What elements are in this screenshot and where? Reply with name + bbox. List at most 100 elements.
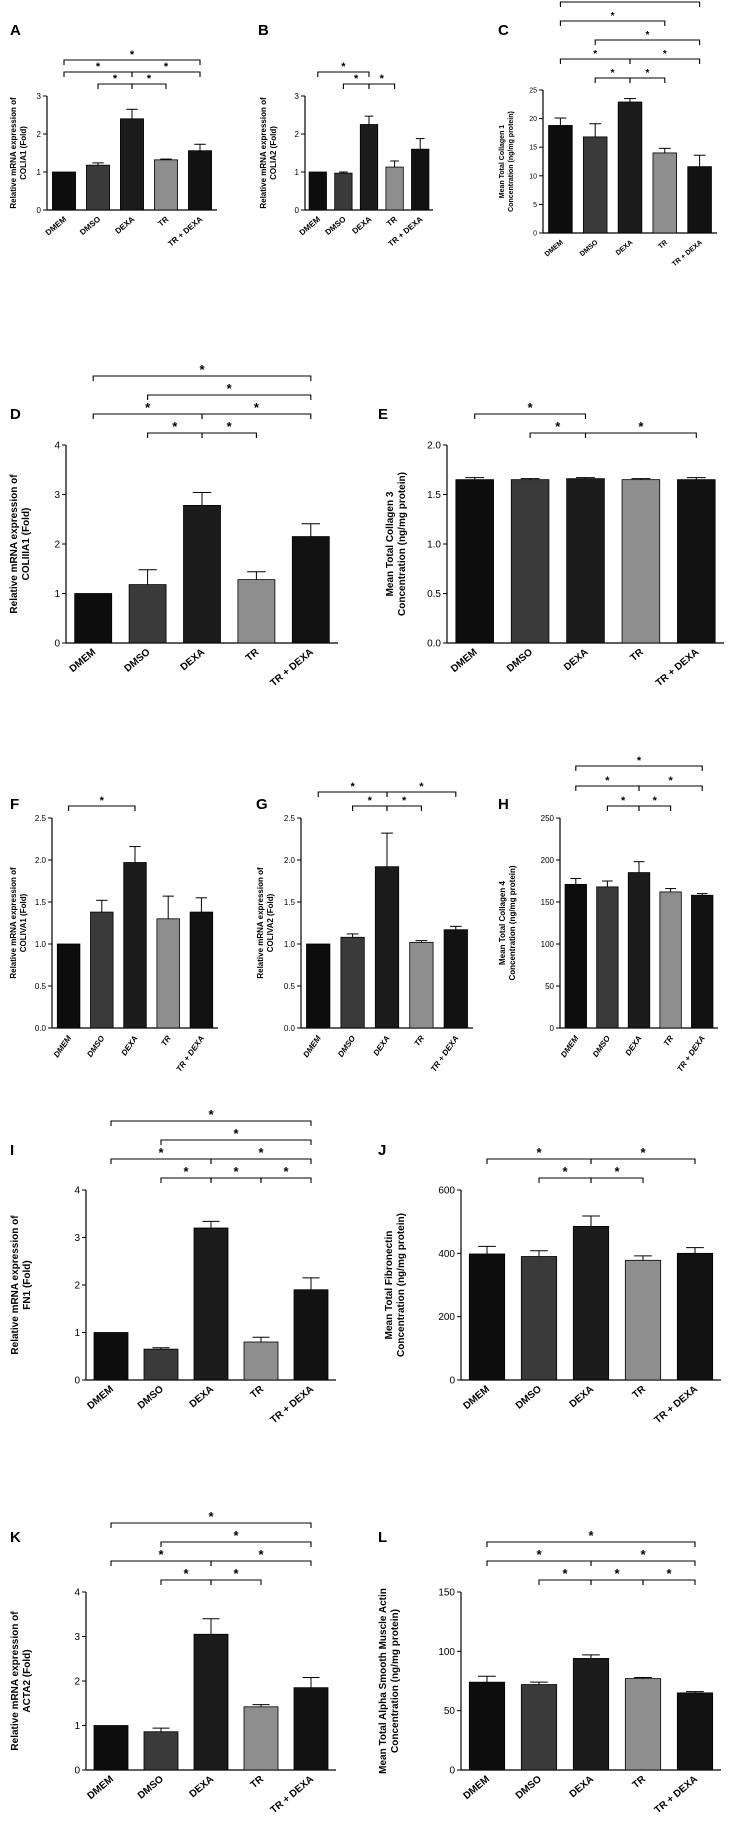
significance-star: * [645,30,649,41]
y-tick-label: 2 [74,1677,80,1688]
significance-bracket [147,394,312,400]
significance-star: * [183,1566,189,1581]
y-tick-label: 1.5 [284,898,296,907]
y-tick-label: 5 [533,202,537,209]
y-tick-label: 1 [295,168,300,177]
significance-star: * [611,68,615,79]
category-label: DMSO [136,1384,166,1412]
category-label: DMEM [461,1384,491,1412]
bar-dmem [468,1681,506,1771]
significance-bracket [201,432,257,438]
y-tick-label: 2 [74,1281,80,1292]
panel-l: L 0 50 100 150 Mean Total Alpha Smooth Muscle… [378,1528,721,1816]
y-tick-label: 2.0 [427,441,441,452]
category-label: TR [159,1034,173,1048]
category-label: DEXA [372,1034,392,1058]
panel-letter: L [378,1529,387,1546]
significance-star: * [283,1164,289,1179]
panel-g: G 0.0 0.5 1.0 1.5 2.0 2.5 Relative mRNA express… [256,781,473,1074]
significance-bracket [638,805,672,811]
y-tick-label: 4 [74,1186,80,1197]
category-label: DMSO [78,215,102,237]
bar-tr-dexa [676,1692,714,1771]
category-label: DMSO [591,1033,613,1058]
significance-star: * [555,419,561,434]
y-tick-label: 0 [550,1024,555,1033]
significance-star: * [653,795,658,807]
significance-bracket [131,83,167,89]
bar-dexa [120,118,144,211]
y-axis-label: Relative mRNA expression of COLIA1 (Fold) [9,97,28,209]
bar-dmso [143,1348,179,1381]
significance-bracket [590,1560,696,1566]
significance-star: * [588,1528,594,1543]
y-axis-label-line: COLIVA1 (Fold) [19,893,28,952]
category-label: TR [631,1383,649,1400]
significance-star: * [254,400,260,415]
significance-star: * [172,419,178,434]
category-label: DEXA [568,1774,596,1800]
significance-bracket [594,39,701,45]
y-tick-label: 1.5 [35,898,47,907]
significance-star: * [402,795,407,807]
category-label: TR + DEXA [653,1384,700,1426]
y-axis-label: Relative mRNA expression of FN1 (Fold) [10,1215,33,1355]
panel-j: J 0 200 400 600 Mean Total Fibronectin Concent… [378,1142,721,1426]
y-tick-label: 1 [54,589,60,600]
significance-star: * [562,1566,568,1581]
y-axis-label-line: COLIA2 (Fold) [269,126,278,180]
y-tick-label: 0.5 [427,589,441,600]
significance-star: * [258,1145,264,1160]
significance-bracket [638,785,703,791]
significance-bracket [486,1541,696,1547]
y-axis-label: Relative mRNA expression of COLIA2 (Fold) [259,97,278,209]
category-label: DMSO [324,215,348,237]
bar-tr-dexa [687,166,712,234]
category-label: DMEM [68,647,98,675]
significance-star: * [130,49,135,61]
bar-tr-dexa [189,911,214,1029]
y-axis-label-line: FN1 (Fold) [22,1260,33,1309]
y-tick-label: 50 [545,982,554,991]
bar-tr [659,891,682,1029]
significance-star: * [227,419,233,434]
bar-dexa [572,1658,610,1771]
significance-bracket [559,1,701,7]
bar-tr [409,941,434,1029]
y-tick-label: 100 [541,940,555,949]
y-axis-label-line: Relative mRNA expression of [10,1611,21,1751]
category-label: DMEM [44,214,69,237]
panel-f: F 0.0 0.5 1.0 1.5 2.0 2.5 Relative mRNA express… [9,795,218,1074]
y-axis-label-line: COLIA1 (Fold) [19,126,28,180]
y-tick-label: 2 [37,130,42,139]
significance-star: * [158,1547,164,1562]
y-tick-label: 3 [74,1233,80,1244]
significance-bracket [575,765,703,771]
category-label: DEXA [179,647,207,673]
bar-tr-dexa [291,536,330,644]
y-axis-label-line: Concentration (ng/mg protein) [390,1609,401,1753]
category-label: DMEM [544,239,565,258]
y-tick-label: 0 [74,1376,80,1387]
y-axis-label-line: Concentration (ng/mg protein) [396,1213,407,1357]
significance-star: * [668,775,673,787]
significance-star: * [645,68,649,79]
panel-letter: K [10,1529,21,1546]
bar-dexa [193,1227,229,1381]
bar-tr-dexa [676,1252,714,1381]
category-label: DEXA [568,1384,596,1410]
y-axis-label-line: Concentration (ng/mg protein) [508,111,515,212]
category-label: DMSO [514,1774,544,1802]
y-axis-label-line: Relative mRNA expression of [259,97,268,209]
significance-star: * [100,795,105,807]
bar-dmso [596,886,619,1029]
bar-tr-dexa [293,1687,329,1771]
category-label: DEXA [188,1774,216,1800]
significance-bracket [629,58,701,64]
bar-tr [624,1678,662,1771]
bar-dexa [617,101,643,234]
significance-bracket [201,413,312,419]
significance-bracket [642,1579,696,1585]
y-tick-label: 10 [529,173,537,180]
bar-dmem [56,943,81,1029]
